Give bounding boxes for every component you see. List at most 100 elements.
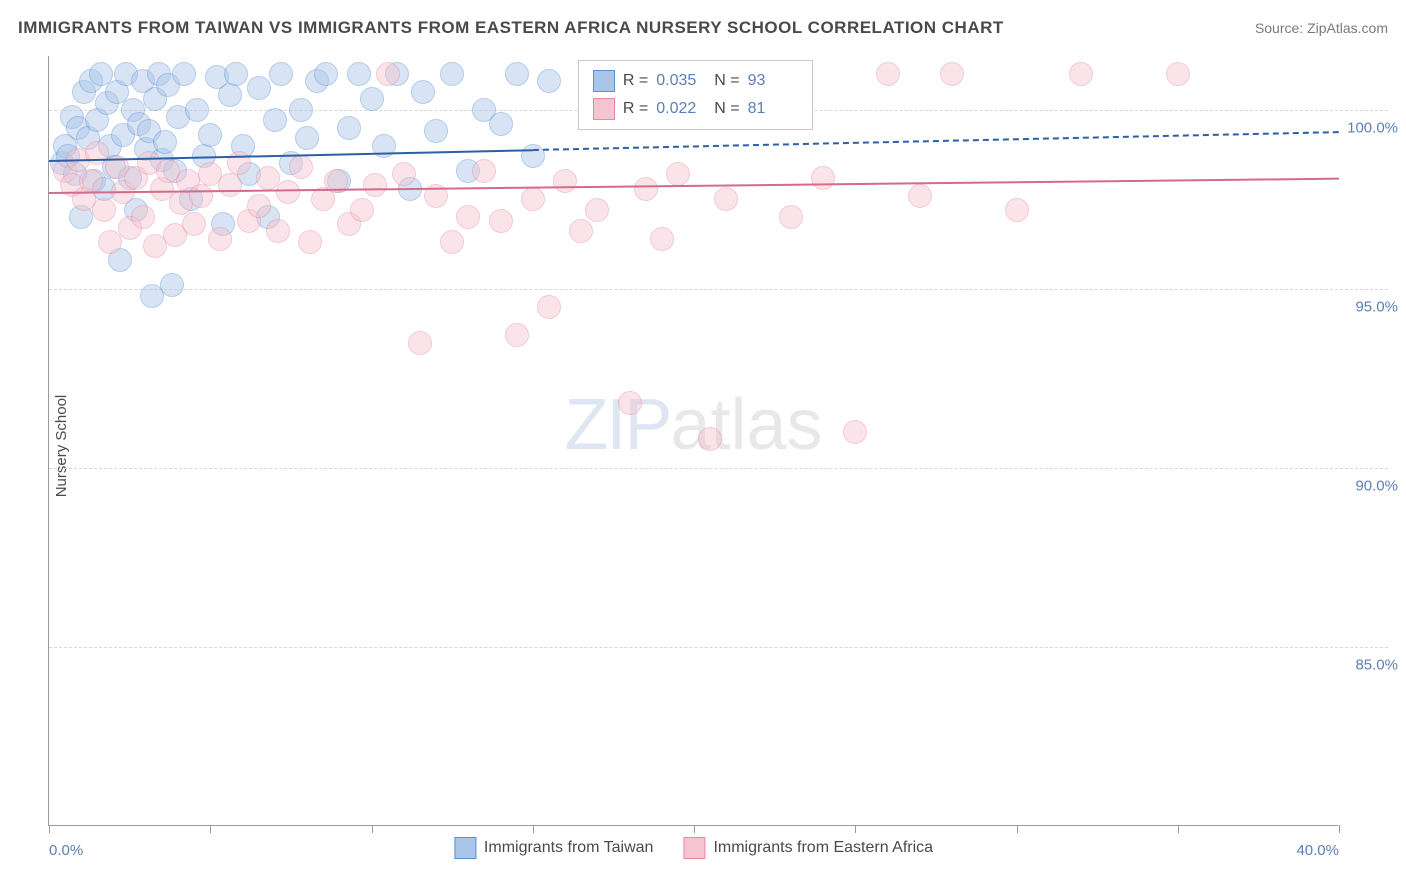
legend-row: R = 0.035 N = 93 bbox=[593, 67, 798, 95]
data-point bbox=[472, 159, 496, 183]
data-point bbox=[714, 187, 738, 211]
data-point bbox=[489, 112, 513, 136]
data-point bbox=[350, 198, 374, 222]
legend-row: R = 0.022 N = 81 bbox=[593, 95, 798, 123]
legend-n-value: 93 bbox=[748, 72, 798, 90]
legend-r-value: 0.022 bbox=[656, 100, 706, 118]
data-point bbox=[208, 227, 232, 251]
data-point bbox=[456, 205, 480, 229]
x-tick-label: 0.0% bbox=[49, 842, 83, 859]
data-point bbox=[360, 87, 384, 111]
trend-line-dashed bbox=[533, 131, 1339, 151]
legend-n-value: 81 bbox=[748, 100, 798, 118]
watermark: ZIPatlas bbox=[564, 384, 822, 466]
legend-swatch bbox=[593, 98, 615, 120]
series-legend-label: Immigrants from Taiwan bbox=[484, 839, 654, 857]
x-tick bbox=[1178, 825, 1179, 833]
data-point bbox=[269, 62, 293, 86]
data-point bbox=[185, 98, 209, 122]
data-point bbox=[289, 98, 313, 122]
data-point bbox=[131, 205, 155, 229]
data-point bbox=[537, 295, 561, 319]
data-point bbox=[289, 155, 313, 179]
legend-swatch bbox=[593, 70, 615, 92]
data-point bbox=[908, 184, 932, 208]
data-point bbox=[298, 230, 322, 254]
legend-r-label: R = bbox=[623, 100, 648, 118]
chart-title: IMMIGRANTS FROM TAIWAN VS IMMIGRANTS FRO… bbox=[18, 18, 1004, 38]
data-point bbox=[537, 69, 561, 93]
data-point bbox=[408, 331, 432, 355]
series-legend: Immigrants from Taiwan Immigrants from Ea… bbox=[454, 837, 933, 859]
stats-legend: R = 0.035 N = 93 R = 0.022 N = 81 bbox=[578, 60, 813, 130]
data-point bbox=[876, 62, 900, 86]
x-tick bbox=[49, 825, 50, 833]
legend-n-label: N = bbox=[714, 72, 739, 90]
data-point bbox=[505, 62, 529, 86]
grid-line bbox=[49, 289, 1388, 290]
data-point bbox=[1005, 198, 1029, 222]
data-point bbox=[172, 62, 196, 86]
data-point bbox=[940, 62, 964, 86]
data-point bbox=[1069, 62, 1093, 86]
x-tick bbox=[855, 825, 856, 833]
data-point bbox=[363, 173, 387, 197]
data-point bbox=[811, 166, 835, 190]
grid-line bbox=[49, 468, 1388, 469]
data-point bbox=[489, 209, 513, 233]
x-tick bbox=[694, 825, 695, 833]
data-point bbox=[347, 62, 371, 86]
series-legend-item: Immigrants from Taiwan bbox=[454, 837, 654, 859]
data-point bbox=[218, 83, 242, 107]
data-point bbox=[569, 219, 593, 243]
data-point bbox=[247, 76, 271, 100]
data-point bbox=[337, 116, 361, 140]
data-point bbox=[440, 62, 464, 86]
data-point bbox=[1166, 62, 1190, 86]
data-point bbox=[618, 391, 642, 415]
data-point bbox=[198, 123, 222, 147]
data-point bbox=[698, 427, 722, 451]
source-label: Source: ZipAtlas.com bbox=[1255, 20, 1388, 36]
legend-swatch bbox=[454, 837, 476, 859]
x-tick bbox=[533, 825, 534, 833]
watermark-zip: ZIP bbox=[564, 385, 670, 465]
data-point bbox=[182, 212, 206, 236]
data-point bbox=[263, 108, 287, 132]
x-tick bbox=[372, 825, 373, 833]
data-point bbox=[521, 187, 545, 211]
data-point bbox=[553, 169, 577, 193]
data-point bbox=[440, 230, 464, 254]
y-tick-label: 100.0% bbox=[1343, 119, 1398, 136]
data-point bbox=[779, 205, 803, 229]
data-point bbox=[92, 198, 116, 222]
x-tick bbox=[1017, 825, 1018, 833]
legend-n-label: N = bbox=[714, 100, 739, 118]
data-point bbox=[376, 62, 400, 86]
legend-r-label: R = bbox=[623, 72, 648, 90]
data-point bbox=[411, 80, 435, 104]
series-legend-item: Immigrants from Eastern Africa bbox=[683, 837, 933, 859]
legend-swatch bbox=[683, 837, 705, 859]
plot-area: ZIPatlas 85.0%90.0%95.0%100.0%0.0%40.0%R… bbox=[48, 56, 1338, 826]
data-point bbox=[505, 323, 529, 347]
data-point bbox=[634, 177, 658, 201]
data-point bbox=[295, 126, 319, 150]
data-point bbox=[650, 227, 674, 251]
data-point bbox=[666, 162, 690, 186]
data-point bbox=[424, 119, 448, 143]
data-point bbox=[843, 420, 867, 444]
data-point bbox=[266, 219, 290, 243]
data-point bbox=[224, 62, 248, 86]
data-point bbox=[189, 184, 213, 208]
data-point bbox=[392, 162, 416, 186]
data-point bbox=[79, 169, 103, 193]
data-point bbox=[153, 130, 177, 154]
legend-r-value: 0.035 bbox=[656, 72, 706, 90]
data-point bbox=[585, 198, 609, 222]
data-point bbox=[218, 173, 242, 197]
y-tick-label: 95.0% bbox=[1343, 298, 1398, 315]
data-point bbox=[314, 62, 338, 86]
y-tick-label: 90.0% bbox=[1343, 477, 1398, 494]
data-point bbox=[276, 180, 300, 204]
